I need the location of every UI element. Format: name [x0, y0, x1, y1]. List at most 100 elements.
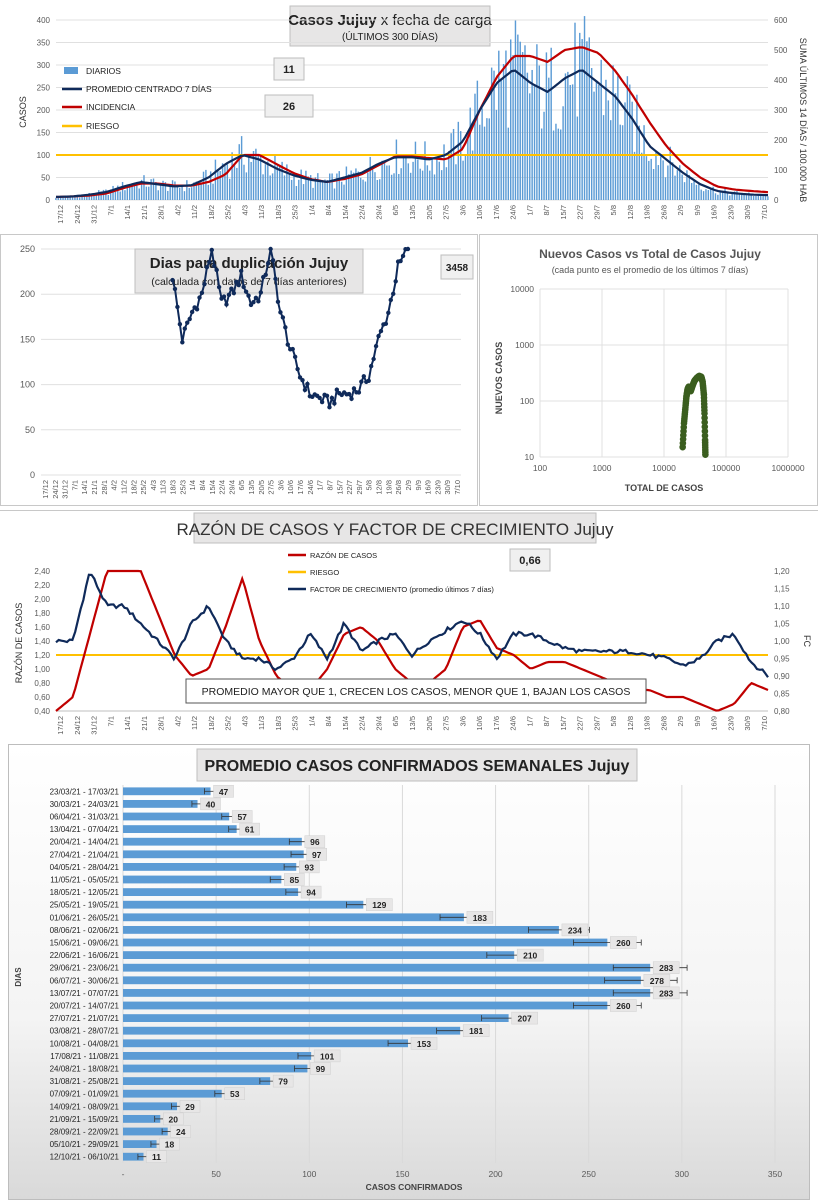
duplicacion-x-tick: 10/6 [286, 480, 295, 495]
casos-daily-bar [702, 191, 705, 200]
casos-daily-bar [202, 171, 205, 200]
semanal-value-label: 11 [152, 1152, 161, 1162]
duplicacion-x-tick: 5/8 [365, 480, 374, 490]
scatter-x-tick: 10000 [652, 463, 676, 473]
semanal-bar [123, 963, 651, 972]
duplicacion-subtitle: (calculada con datos de 7 días anteriore… [151, 276, 347, 288]
semanal-bar [123, 825, 237, 834]
casos-daily-bar [112, 185, 114, 200]
razon-x-tick: 8/4 [324, 716, 333, 726]
casos-daily-bar [767, 196, 769, 200]
casos-daily-bar [71, 196, 74, 200]
casos-y2-tick: 300 [774, 106, 788, 115]
duplicacion-point [285, 342, 290, 347]
duplicacion-y-tick: 0 [30, 470, 35, 480]
casos-daily-bar [640, 152, 643, 200]
casos-daily-bar [398, 173, 400, 200]
casos-daily-bar [95, 195, 98, 200]
duplicacion-x-tick: 7/10 [453, 480, 462, 495]
casos-daily-bar [276, 165, 279, 200]
razon-y2-tick: 0,85 [774, 690, 790, 699]
casos-daily-bar [612, 65, 614, 200]
casos-daily-bar [652, 168, 655, 200]
duplicacion-point [209, 247, 214, 253]
semanal-category-label: 28/09/21 - 22/09/21 [50, 1128, 120, 1137]
semanal-x-tick: 150 [395, 1169, 409, 1179]
semanal-value-label-box [516, 948, 544, 962]
duplicacion-x-tick: 1/7 [316, 480, 325, 490]
casos-daily-bar [452, 128, 455, 200]
razon-legend: RAZÓN DE CASOS RIESGO FACTOR DE CRECIMIE… [288, 551, 494, 594]
duplicacion-point [263, 272, 268, 277]
casos-daily-bar [259, 156, 262, 200]
duplicacion-x-tick: 19/8 [384, 480, 393, 495]
scatter-y-tick: 10000 [510, 284, 534, 294]
legend-razon-riesgo: RIESGO [310, 568, 339, 577]
casos-daily-bar [207, 184, 209, 200]
duplicacion-point [243, 289, 249, 294]
casos-y2-tick: 200 [774, 136, 788, 145]
duplicacion-point [185, 320, 190, 325]
casos-x-tick: 1/4 [307, 205, 316, 215]
casos-daily-bar [279, 165, 281, 200]
casos-daily-bar [348, 174, 350, 200]
casos-daily-bar [500, 78, 502, 200]
razon-x-tick: 31/12 [90, 716, 99, 735]
razon-y2-tick: 1,10 [774, 602, 790, 611]
casos-x-tick: 7/1 [106, 205, 115, 215]
razon-y-tick: 2,00 [34, 595, 50, 604]
duplicacion-x-tick: 27/5 [267, 480, 276, 495]
semanal-value-label: 79 [278, 1077, 288, 1087]
duplicacion-x-tick: 12/8 [375, 480, 384, 495]
razon-x-tick: 9/9 [693, 716, 702, 726]
duplicacion-x-tick: 15/4 [208, 480, 217, 495]
duplicacion-point [302, 387, 308, 393]
casos-daily-bar [174, 181, 176, 200]
casos-daily-bar [555, 123, 557, 200]
casos-daily-bar [629, 84, 631, 200]
casos-daily-bar [343, 184, 345, 200]
duplicacion-point [324, 393, 330, 398]
casos-daily-bar [369, 156, 371, 200]
semanal-category-label: 12/10/21 - 06/10/21 [50, 1153, 120, 1162]
duplicacion-annotation-box [440, 254, 474, 280]
casos-daily-bar [109, 189, 112, 200]
legend-fc: FACTOR DE CRECIMIENTO (promedio últimos … [310, 585, 494, 594]
semanal-value-label-box [366, 898, 393, 911]
semanal-chart: PROMEDIO CASOS CONFIRMADOS SEMANALES Juj… [14, 748, 782, 1192]
casos-daily-bar [426, 165, 429, 200]
casos-y2-tick: 100 [774, 166, 788, 175]
semanal-value-label: 283 [659, 988, 673, 998]
casos-daily-bar [740, 194, 743, 200]
casos-daily-bar [564, 73, 567, 200]
casos-daily-bar [602, 115, 605, 200]
casos-daily-bar [295, 186, 298, 200]
duplicacion-x-tick: 24/6 [306, 480, 315, 495]
casos-daily-bar [581, 39, 583, 201]
casos-daily-bar [750, 194, 752, 200]
casos-daily-bar [105, 189, 107, 200]
casos-daily-bar [293, 173, 295, 200]
casos-daily-bar [533, 83, 536, 200]
casos-daily-bar [167, 190, 169, 200]
casos-daily-bar [193, 182, 195, 200]
casos-daily-bar [364, 181, 367, 200]
casos-daily-bar [633, 151, 636, 200]
casos-y-tick: 150 [37, 129, 51, 138]
semanal-category-label: 27/04/21 - 21/04/21 [50, 850, 120, 859]
casos-daily-bar [336, 173, 338, 200]
semanal-value-label-box [298, 860, 320, 874]
casos-x-tick: 25/3 [291, 205, 300, 220]
razon-x-tick: 22/4 [358, 716, 367, 731]
casos-daily-bar [262, 174, 264, 200]
casos-y2-tick: 500 [774, 46, 788, 55]
duplicacion-point [386, 310, 391, 316]
razon-x-tick: 17/12 [56, 716, 65, 735]
semanal-category-label: 03/08/21 - 28/07/21 [50, 1027, 120, 1036]
semanal-bar [123, 951, 515, 960]
casos-daily-bar [419, 168, 421, 200]
duplicacion-x-tick: 21/1 [90, 480, 99, 495]
casos-chart-panel: Casos Jujuy x fecha de carga (ÚLTIMOS 30… [0, 0, 818, 232]
casos-x-tick: 11/2 [190, 205, 199, 219]
duplicacion-point [175, 304, 180, 310]
